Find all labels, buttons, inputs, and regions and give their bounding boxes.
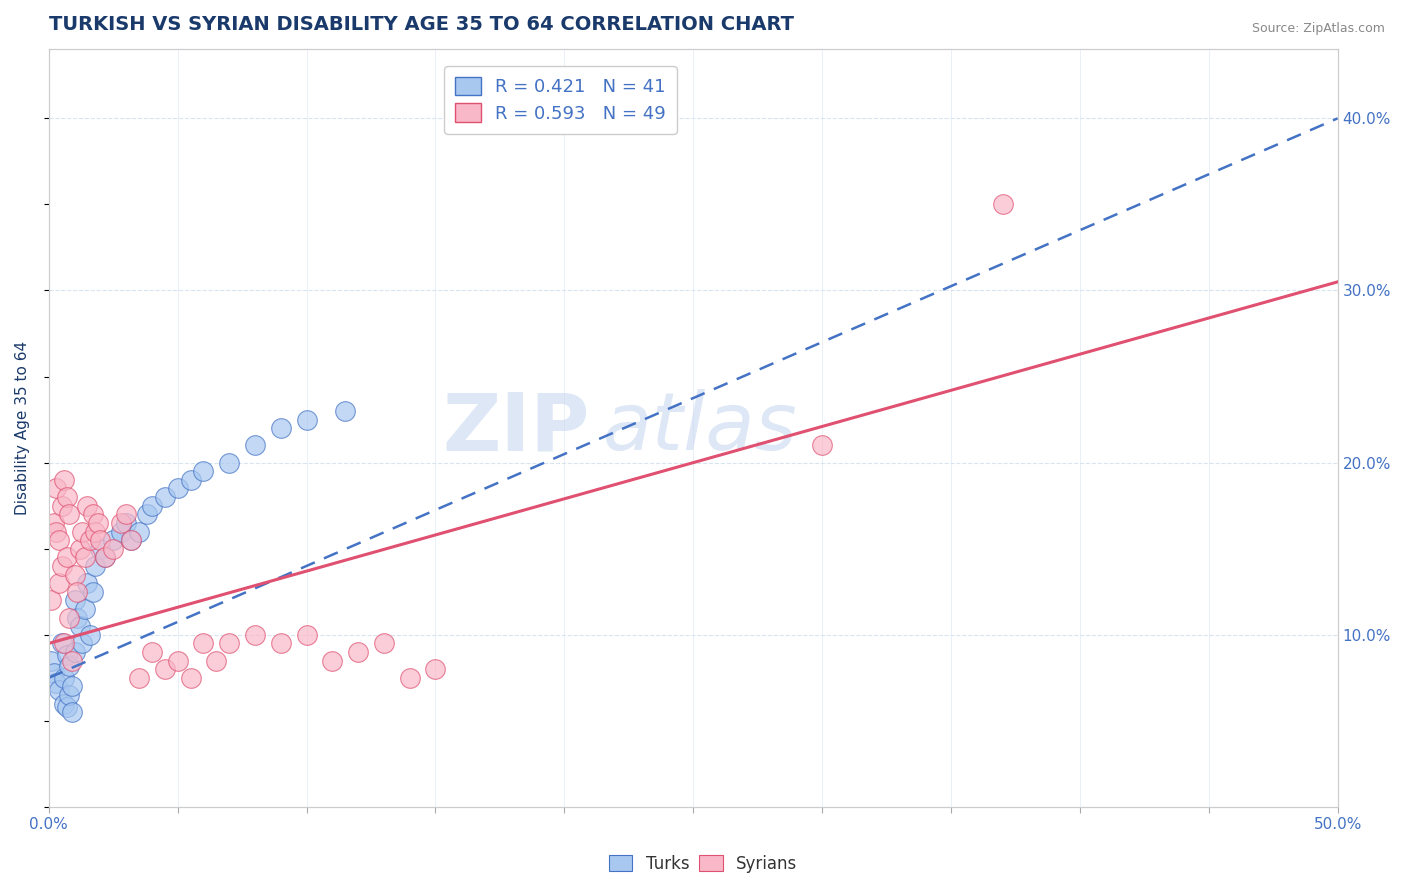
Point xyxy=(295,412,318,426)
Point xyxy=(120,533,142,548)
Point xyxy=(205,654,228,668)
Text: ZIP: ZIP xyxy=(443,389,591,467)
Point xyxy=(103,533,125,548)
Point xyxy=(53,697,76,711)
Point xyxy=(53,636,76,650)
Point xyxy=(270,636,292,650)
Point xyxy=(295,628,318,642)
Point xyxy=(94,550,117,565)
Point xyxy=(79,628,101,642)
Point xyxy=(72,636,94,650)
Point xyxy=(398,671,420,685)
Point xyxy=(66,584,89,599)
Point xyxy=(76,499,98,513)
Point xyxy=(218,456,240,470)
Legend: R = 0.421   N = 41, R = 0.593   N = 49: R = 0.421 N = 41, R = 0.593 N = 49 xyxy=(444,66,676,134)
Point xyxy=(153,662,176,676)
Point xyxy=(73,602,96,616)
Point xyxy=(166,482,188,496)
Point xyxy=(42,516,65,530)
Point xyxy=(63,567,86,582)
Point xyxy=(56,490,79,504)
Point xyxy=(347,645,370,659)
Point xyxy=(63,593,86,607)
Point xyxy=(60,706,83,720)
Point xyxy=(89,541,111,556)
Point xyxy=(58,610,80,624)
Legend: Turks, Syrians: Turks, Syrians xyxy=(602,848,804,880)
Point xyxy=(79,533,101,548)
Point xyxy=(41,654,63,668)
Point xyxy=(48,682,70,697)
Point xyxy=(56,550,79,565)
Point xyxy=(120,533,142,548)
Point xyxy=(335,404,357,418)
Point xyxy=(115,508,138,522)
Point xyxy=(63,645,86,659)
Point xyxy=(84,524,107,539)
Point xyxy=(76,576,98,591)
Point xyxy=(48,533,70,548)
Point xyxy=(66,610,89,624)
Point xyxy=(128,524,150,539)
Y-axis label: Disability Age 35 to 64: Disability Age 35 to 64 xyxy=(15,341,30,516)
Point xyxy=(135,508,157,522)
Point xyxy=(53,473,76,487)
Point xyxy=(56,648,79,663)
Point xyxy=(51,636,73,650)
Point xyxy=(811,438,834,452)
Point xyxy=(425,662,447,676)
Point xyxy=(373,636,395,650)
Text: TURKISH VS SYRIAN DISABILITY AGE 35 TO 64 CORRELATION CHART: TURKISH VS SYRIAN DISABILITY AGE 35 TO 6… xyxy=(49,15,794,34)
Text: atlas: atlas xyxy=(603,389,797,467)
Point xyxy=(56,700,79,714)
Point xyxy=(110,524,132,539)
Text: Source: ZipAtlas.com: Source: ZipAtlas.com xyxy=(1251,22,1385,36)
Point xyxy=(58,688,80,702)
Point xyxy=(321,654,343,668)
Point xyxy=(270,421,292,435)
Point xyxy=(41,593,63,607)
Point xyxy=(87,516,110,530)
Point xyxy=(89,533,111,548)
Point xyxy=(45,676,67,690)
Point xyxy=(60,654,83,668)
Point xyxy=(69,541,91,556)
Point xyxy=(60,680,83,694)
Point xyxy=(110,516,132,530)
Point xyxy=(69,619,91,633)
Point xyxy=(180,473,202,487)
Point xyxy=(141,499,163,513)
Point xyxy=(243,628,266,642)
Point xyxy=(73,550,96,565)
Point xyxy=(45,524,67,539)
Point xyxy=(243,438,266,452)
Point xyxy=(82,508,104,522)
Point xyxy=(193,464,215,478)
Point xyxy=(82,584,104,599)
Point xyxy=(193,636,215,650)
Point xyxy=(115,516,138,530)
Point xyxy=(51,499,73,513)
Point xyxy=(48,576,70,591)
Point xyxy=(94,550,117,565)
Point xyxy=(84,558,107,573)
Point xyxy=(166,654,188,668)
Point xyxy=(141,645,163,659)
Point xyxy=(103,541,125,556)
Point xyxy=(53,671,76,685)
Point xyxy=(218,636,240,650)
Point xyxy=(42,665,65,680)
Point xyxy=(991,197,1014,211)
Point xyxy=(58,658,80,673)
Point xyxy=(128,671,150,685)
Point xyxy=(180,671,202,685)
Point xyxy=(51,558,73,573)
Point xyxy=(45,482,67,496)
Point xyxy=(153,490,176,504)
Point xyxy=(58,508,80,522)
Point xyxy=(72,524,94,539)
